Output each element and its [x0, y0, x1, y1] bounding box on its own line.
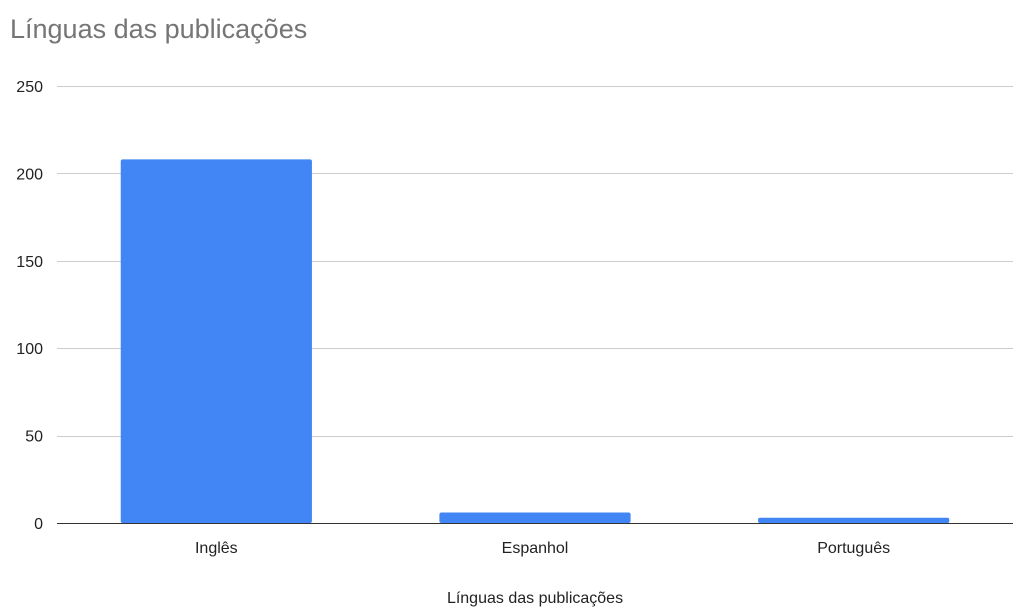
x-tick-label: Português — [817, 540, 890, 557]
bar-espanhol — [439, 512, 631, 523]
y-tick-label: 0 — [34, 516, 43, 533]
y-tick-label: 100 — [16, 341, 43, 358]
bar-português — [758, 517, 950, 523]
bar-inglês — [120, 159, 312, 523]
y-tick-label: 50 — [25, 429, 43, 446]
y-tick-label: 250 — [16, 79, 43, 96]
x-axis-title: Línguas das publicações — [447, 590, 623, 607]
tick-labels: 0 50 100 150 200 250 Inglês Espanhol Português — [16, 79, 890, 557]
y-tick-label: 200 — [16, 166, 43, 183]
y-tick-label: 150 — [16, 254, 43, 271]
chart-title: Línguas das publicações — [10, 14, 308, 44]
bars — [120, 159, 950, 523]
x-tick-label: Espanhol — [502, 540, 569, 557]
x-tick-label: Inglês — [195, 540, 238, 557]
